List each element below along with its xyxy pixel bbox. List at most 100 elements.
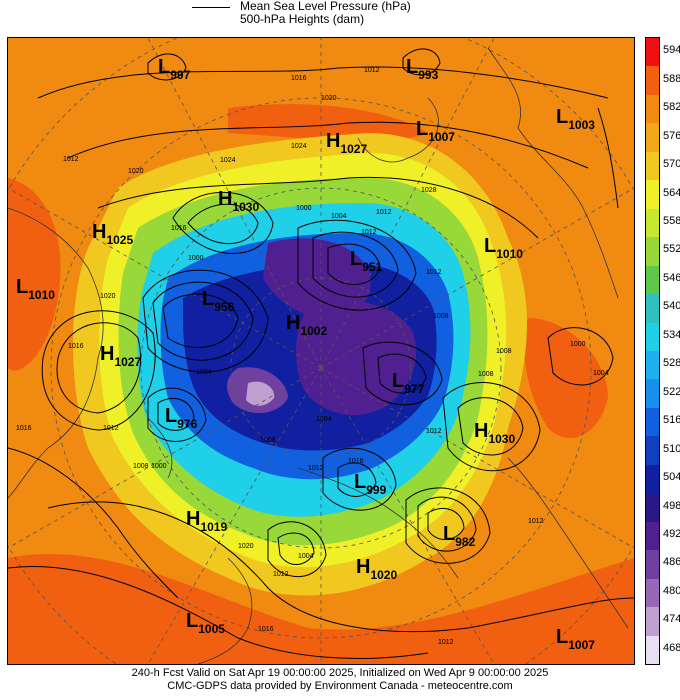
center-letter: H (100, 343, 115, 365)
contour-label: 1016 (291, 75, 307, 82)
contour-label: 1000 (570, 341, 586, 348)
colorbar-segment (646, 379, 659, 409)
colorbar-tick-label: 498 (663, 499, 680, 512)
meridian-8 (320, 38, 495, 369)
isobar-south-1 (47, 501, 634, 633)
center-letter: H (356, 556, 371, 578)
contour-label: 1020 (128, 168, 144, 175)
low-pressure-center: L1007 (556, 626, 595, 652)
colorbar-tick-label: 510 (663, 442, 680, 455)
forecast-valid-text: 240-h Fcst Valid on Sat Apr 19 00:00:00 … (131, 667, 549, 679)
center-pressure-value: 977 (404, 382, 425, 396)
isobar-l976-1 (157, 398, 195, 431)
center-letter: L (186, 610, 199, 632)
contour-label: 1008 (133, 463, 149, 470)
shade-588-south (8, 554, 634, 664)
contour-label: 1008 (433, 313, 449, 320)
meridian-10 (147, 367, 322, 664)
colorbar-tick-label: 582 (663, 101, 680, 114)
colorbar-segment (646, 550, 659, 580)
center-letter: H (286, 312, 301, 334)
center-pressure-value: 1003 (568, 118, 595, 132)
shade-474 (246, 381, 275, 406)
isobar-l956-3 (142, 269, 269, 373)
center-letter: L (556, 106, 569, 128)
center-pressure-value: 1002 (300, 324, 328, 338)
isobar-l993 (402, 48, 441, 76)
isobar-lsw-2 (267, 521, 327, 578)
coast-asia-east (8, 207, 104, 499)
center-letter: H (186, 508, 201, 530)
colorbar-tick-label: 546 (663, 271, 680, 284)
map-canvas: 1016 1012 1020 1024 1024 1016 1020 1012 … (8, 38, 634, 664)
contour-label: 1016 (348, 458, 364, 465)
contour-label: 1012 (103, 425, 119, 432)
colorbar-segment (646, 521, 659, 551)
contour-label: 1012 (63, 156, 79, 163)
center-letter: L (484, 235, 497, 257)
contour-label: 1004 (593, 370, 609, 377)
mslp-line-swatch (192, 7, 230, 8)
center-pressure-value: 1007 (568, 638, 595, 652)
colorbar-tick-label: 486 (663, 556, 680, 569)
low-pressure-center: L997 (158, 56, 190, 82)
isobar-l977-1 (377, 353, 427, 394)
contour-label: 1012 (308, 465, 324, 472)
lat-circle-70 (230, 277, 412, 459)
contour-label: 1016 (258, 626, 274, 633)
isobar-l956-1 (162, 293, 239, 349)
colorbar-segment (646, 436, 659, 466)
colorbar-tick-label: 588 (663, 72, 680, 85)
colorbar-segment (646, 407, 659, 437)
contour-label: 1020 (321, 95, 337, 102)
contour-label: 1004 (196, 369, 212, 376)
heights-legend-label: 500-hPa Heights (dam) (240, 12, 365, 26)
contour-label: 1012 (361, 229, 377, 236)
colorbar-tick-label: 480 (663, 584, 680, 597)
colorbar-segment (646, 123, 659, 153)
isobar-sw (8, 447, 179, 599)
center-letter: L (443, 523, 456, 545)
contour-label: 1012 (426, 428, 442, 435)
colorbar-tick-label: 576 (663, 129, 680, 142)
isobar-h1030-1 (187, 203, 259, 245)
isobar-l997 (147, 53, 187, 81)
low-pressure-center: L1010 (484, 235, 523, 261)
colorbar-segment (646, 464, 659, 494)
colorbar-segment (646, 180, 659, 210)
isobar-l951-1 (327, 243, 381, 285)
center-pressure-value: 1019 (200, 520, 228, 534)
coast-canada (297, 467, 459, 579)
contour-label: 1012 (364, 67, 380, 74)
center-pressure-value: 1010 (496, 247, 523, 261)
colorbar-segment (646, 94, 659, 124)
contour-label: 1008 (478, 371, 494, 378)
high-pressure-center: H1027 (326, 130, 367, 156)
isobar-l951-2 (312, 231, 399, 298)
coastlines (8, 47, 629, 664)
colorbar-tick-label: 492 (663, 527, 680, 540)
shade-492-b (296, 301, 417, 416)
center-letter: H (474, 420, 489, 442)
colorbar-tick-label: 516 (663, 414, 680, 427)
colorbar-segment (646, 151, 659, 181)
contour-label: 1008 (496, 348, 512, 355)
low-pressure-center: L1010 (16, 276, 55, 302)
contour-label: 1004 (331, 213, 347, 220)
contour-label: 1020 (100, 293, 116, 300)
center-letter: L (392, 370, 405, 392)
colorbar-segment (646, 322, 659, 352)
center-pressure-value: 1020 (370, 568, 398, 582)
colorbar-tick-label: 474 (663, 613, 680, 626)
colorbar-tick-label: 522 (663, 385, 680, 398)
high-pressure-center: H1002 (286, 312, 327, 338)
colorbar-segment (646, 208, 659, 238)
center-letter: H (92, 221, 107, 243)
shade-588-east (524, 318, 608, 438)
center-pressure-value: 997 (170, 68, 191, 82)
isobars (8, 48, 634, 659)
center-letter: L (202, 288, 215, 310)
isobar-h1030-e2 (442, 382, 541, 472)
center-letter: H (326, 130, 341, 152)
contour-label: 1012 (438, 639, 454, 646)
